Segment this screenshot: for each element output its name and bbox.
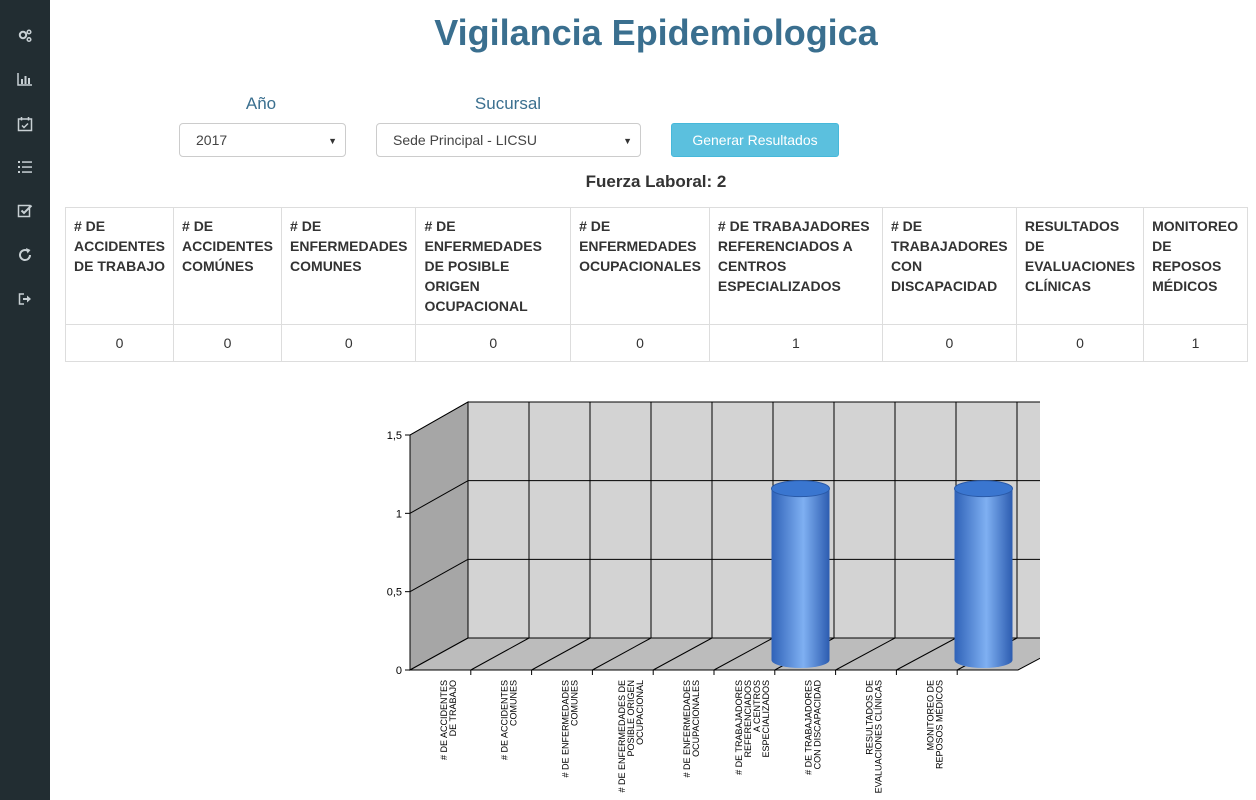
table-header: # DE TRABAJADORES CON DISCAPACIDAD [881, 207, 1017, 325]
chart-floor-line [531, 637, 591, 671]
table-cell: 0 [415, 324, 572, 362]
chevron-down-icon: ▼ [328, 136, 337, 146]
y-tick-label: 0 [396, 665, 402, 677]
sign-out-icon[interactable] [0, 279, 50, 319]
chart-bar-top [954, 480, 1013, 498]
table-header: # DE ACCIDENTES COMÚNES [173, 207, 283, 325]
bar-chart-icon[interactable] [0, 59, 50, 99]
x-tick-label: # DE ENFERMEDADES DEPOSIBLE ORIGENOCUPAC… [617, 680, 645, 793]
table-header-row: # DE ACCIDENTES DE TRABAJO # DE ACCIDENT… [64, 207, 1248, 325]
checkbox-icon[interactable] [0, 191, 50, 231]
year-label: Año [245, 94, 277, 113]
year-select[interactable]: 2017 ▼ [179, 123, 346, 157]
chart-floor [409, 637, 1040, 671]
x-tick-label: # DE ACCIDENTESDE TRABAJO [439, 680, 458, 760]
x-tick-label: # DE TRABAJADORESCON DISCAPACIDAD [804, 680, 823, 775]
generate-results-button[interactable]: Generar Resultados [671, 123, 839, 157]
x-tick-label: MONITOREO DEREPOSOS MÉDICOS [925, 680, 944, 769]
branch-label: Sucursal [474, 94, 542, 113]
chart-bar [954, 488, 1013, 668]
refresh-icon[interactable] [0, 235, 50, 275]
results-table: # DE ACCIDENTES DE TRABAJO # DE ACCIDENT… [64, 207, 1248, 362]
table-header: RESULTADOS DE EVALUACIONES CLÍNICAS [1015, 207, 1145, 325]
chart-gridline-side [409, 401, 469, 436]
page-title: Vigilancia Epidemiologica [434, 12, 878, 53]
x-tick-label: RESULTADOS DEEVALUACIONES CLÍNICAS [865, 680, 884, 793]
table-header: # DE TRABAJADORES REFERENCIADOS A CENTRO… [708, 207, 883, 325]
list-icon[interactable] [0, 147, 50, 187]
chart-floor-line [470, 637, 530, 671]
chart-gridline-side [409, 558, 469, 593]
x-tick-label: # DE TRABAJADORESREFERENCIADOSA CENTROSE… [734, 680, 771, 775]
y-tick-label: 1,5 [387, 430, 402, 442]
table-row: 0 0 0 0 0 1 0 0 1 [64, 324, 1248, 362]
table-header: # DE ENFERMEDADES DE POSIBLE ORIGEN OCUP… [415, 207, 572, 325]
main-content: Vigilancia Epidemiologica Año 2017 ▼ Suc… [50, 0, 1256, 800]
year-select-value: 2017 [196, 132, 228, 148]
x-tick-label: # DE ENFERMEDADESOCUPACIONALES [682, 680, 701, 778]
chart-side-wall [409, 401, 469, 671]
table-header: # DE ENFERMEDADES COMUNES [281, 207, 417, 325]
y-tick-label: 0,5 [387, 587, 402, 599]
table-cell: 0 [64, 324, 175, 362]
chevron-down-icon: ▼ [623, 136, 632, 146]
chart-floor-line [835, 637, 896, 671]
chart-floor-line [652, 637, 713, 671]
chart-floor-line [592, 637, 652, 671]
y-tick-label: 1 [396, 508, 402, 520]
chart-floor-line [896, 637, 957, 671]
branch-select-value: Sede Principal - LICSU [393, 132, 537, 148]
branch-select[interactable]: Sede Principal - LICSU ▼ [376, 123, 641, 157]
table-cell: 0 [1015, 324, 1145, 362]
table-cell: 0 [570, 324, 710, 362]
chart-back-wall [467, 401, 1040, 639]
chart-gridline-side [409, 480, 469, 514]
table-cell: 0 [281, 324, 417, 362]
chart-bar [771, 488, 830, 668]
table-cell: 0 [881, 324, 1017, 362]
table-header: # DE ENFERMEDADES OCUPACIONALES [570, 207, 710, 325]
table-cell: 0 [173, 324, 283, 362]
chart-bar-top [771, 480, 830, 498]
gears-icon[interactable] [0, 16, 50, 56]
sidebar [0, 0, 50, 800]
table-cell: 1 [708, 324, 883, 362]
table-header: MONITOREO DE REPOSOS MÉDICOS [1143, 207, 1248, 325]
bar-chart-3d: 0 0,5 1 1,5 # DE ACCIDENTESDE TRABAJO # DE AC… [387, 401, 1040, 793]
calendar-check-icon[interactable] [0, 104, 50, 144]
table-cell: 1 [1143, 324, 1248, 362]
table-header: # DE ACCIDENTES DE TRABAJO [64, 207, 175, 325]
fuerza-laboral-label: Fuerza Laboral: 2 [585, 172, 727, 191]
x-tick-label: # DE ACCIDENTESCOMUNES [500, 680, 519, 760]
x-tick-label: # DE ENFERMEDADESCOMUNES [561, 680, 580, 778]
chart-floor-line [713, 637, 774, 671]
